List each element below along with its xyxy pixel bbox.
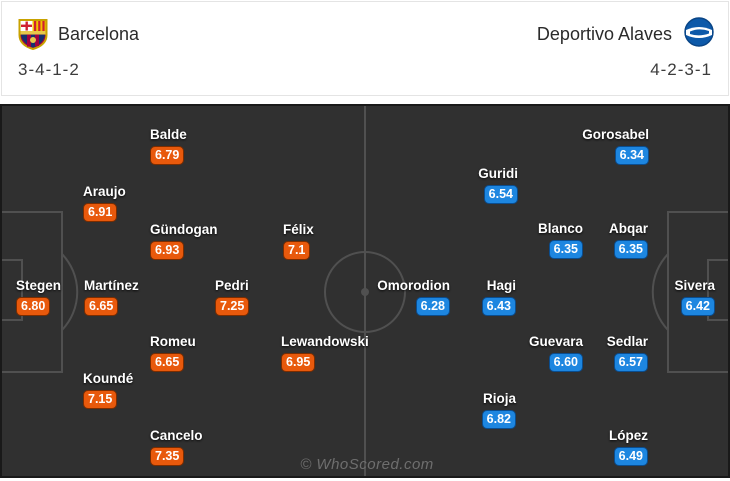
alaves-crest-icon [684,17,714,47]
player-rating-badge: 7.35 [150,447,185,466]
player-rating-badge: 6.42 [680,297,715,316]
away-team-name: Deportivo Alaves [536,24,672,44]
barcelona-crest-icon [18,19,48,50]
player-home[interactable]: Cancelo 7.35 [150,428,203,466]
player-name: Cancelo [150,428,203,443]
player-name: Gündogan [150,222,218,237]
player-rating-badge: 6.80 [16,297,51,316]
player-name: Araujo [83,184,126,199]
player-home[interactable]: Araujo 6.91 [83,184,126,222]
player-name: López [609,428,648,443]
player-away[interactable]: Sivera 6.42 [674,278,715,316]
player-name: Rioja [482,391,516,406]
pitch: Stegen 6.80 Araujo 6.91 Martínez 6.65 Koundé 7.… [0,104,730,478]
player-rating-badge: 6.82 [481,410,516,429]
player-name: Guridi [478,166,518,181]
player-name: Sedlar [606,334,648,349]
player-home[interactable]: Félix 7.1 [283,222,314,260]
watermark: © WhoScored.com [300,456,434,473]
player-home[interactable]: Koundé 7.15 [83,371,133,409]
match-header: Barcelona 3-4-1-2 Deportivo Alaves 4-2-3… [1,1,729,96]
pitch-markings [2,106,728,476]
player-away[interactable]: Guridi 6.54 [478,166,518,204]
player-rating-badge: 6.95 [281,353,316,372]
player-away[interactable]: Sedlar 6.57 [607,334,648,372]
player-name: Sivera [674,278,715,293]
player-away[interactable]: Abqar 6.35 [609,221,648,259]
player-rating-badge: 6.65 [150,353,185,372]
player-home[interactable]: Lewandowski 6.95 [281,334,369,372]
player-rating-badge: 6.93 [150,241,185,260]
player-name: Koundé [83,371,134,386]
player-rating-badge: 6.35 [548,240,583,259]
player-rating-badge: 6.91 [83,203,118,222]
player-away[interactable]: Guevara 6.60 [529,334,583,372]
player-name: Martínez [84,278,139,293]
player-rating-badge: 6.28 [415,297,450,316]
player-rating-badge: 6.65 [84,297,119,316]
player-away[interactable]: Omorodion 6.28 [377,278,450,316]
player-rating-badge: 6.43 [481,297,516,316]
player-away[interactable]: Gorosabel 6.34 [582,127,649,165]
player-name: Hagi [486,278,516,293]
home-formation: 3-4-1-2 [18,60,80,79]
player-rating-badge: 6.60 [548,353,583,372]
player-home[interactable]: Balde 6.79 [150,127,187,165]
player-rating-badge: 7.15 [83,390,118,409]
player-name: Félix [283,222,314,237]
player-name: Abqar [608,221,648,236]
home-team-name: Barcelona [58,24,140,44]
player-home[interactable]: Romeu 6.65 [150,334,196,372]
player-rating-badge: 6.54 [483,185,518,204]
player-name: Guevara [528,334,583,349]
player-home[interactable]: Martínez 6.65 [84,278,139,316]
player-home[interactable]: Pedri 7.25 [215,278,250,316]
player-rating-badge: 7.25 [215,297,250,316]
player-home[interactable]: Gündogan 6.93 [150,222,218,260]
player-name: Lewandowski [281,334,369,349]
player-rating-badge: 6.34 [614,146,649,165]
away-formation: 4-2-3-1 [650,60,712,79]
player-rating-badge: 7.1 [283,241,311,260]
player-name: Gorosabel [582,127,649,142]
player-name: Stegen [16,278,62,293]
player-away[interactable]: Rioja 6.82 [481,391,516,429]
player-rating-badge: 6.57 [613,353,648,372]
player-rating-badge: 6.49 [613,447,648,466]
player-away[interactable]: Hagi 6.43 [481,278,516,316]
player-rating-badge: 6.35 [613,240,648,259]
player-rating-badge: 6.79 [150,146,185,165]
player-name: Balde [150,127,187,142]
player-name: Romeu [150,334,196,349]
player-away[interactable]: López 6.49 [609,428,648,466]
player-home[interactable]: Stegen 6.80 [16,278,61,316]
player-name: Blanco [537,221,583,236]
player-away[interactable]: Blanco 6.35 [538,221,583,259]
player-name: Omorodion [377,278,450,293]
player-name: Pedri [215,278,249,293]
